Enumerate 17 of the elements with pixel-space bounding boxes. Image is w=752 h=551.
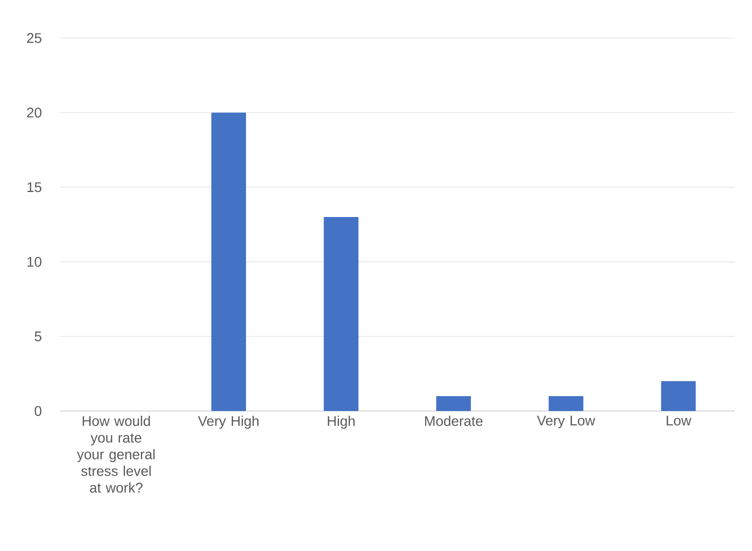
- y-tick-label: 25: [27, 33, 42, 43]
- x-tick-label: Very High: [198, 416, 258, 429]
- x-tick-label: Very Low: [536, 416, 596, 428]
- bar: [548, 396, 584, 411]
- y-tick-label: 15: [27, 182, 42, 192]
- bar: [211, 112, 246, 411]
- y-tick-label: 0: [34, 406, 42, 416]
- x-tick-label: Low: [666, 416, 692, 426]
- x-tick-label: High: [328, 416, 355, 429]
- x-tick-label: Moderate: [425, 416, 482, 426]
- bar: [324, 217, 358, 411]
- x-tick-label: How would you rate your general stress level at work?: [76, 416, 155, 493]
- y-tick-label: 20: [27, 108, 42, 118]
- bar: [661, 381, 696, 411]
- bar: [436, 396, 471, 411]
- y-tick-label: 5: [34, 332, 42, 342]
- y-tick-label: 10: [27, 256, 42, 267]
